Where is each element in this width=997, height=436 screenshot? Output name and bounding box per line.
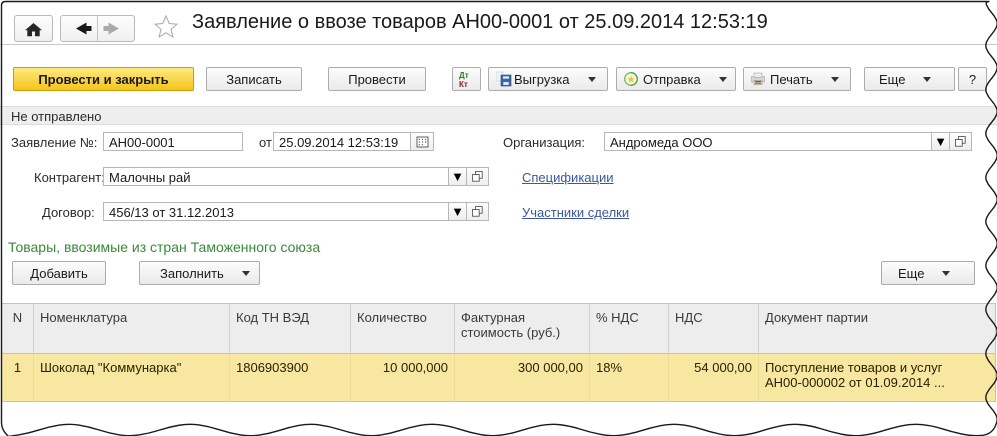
svg-text:Дт: Дт xyxy=(459,71,469,80)
svg-text:Кт: Кт xyxy=(459,80,468,89)
